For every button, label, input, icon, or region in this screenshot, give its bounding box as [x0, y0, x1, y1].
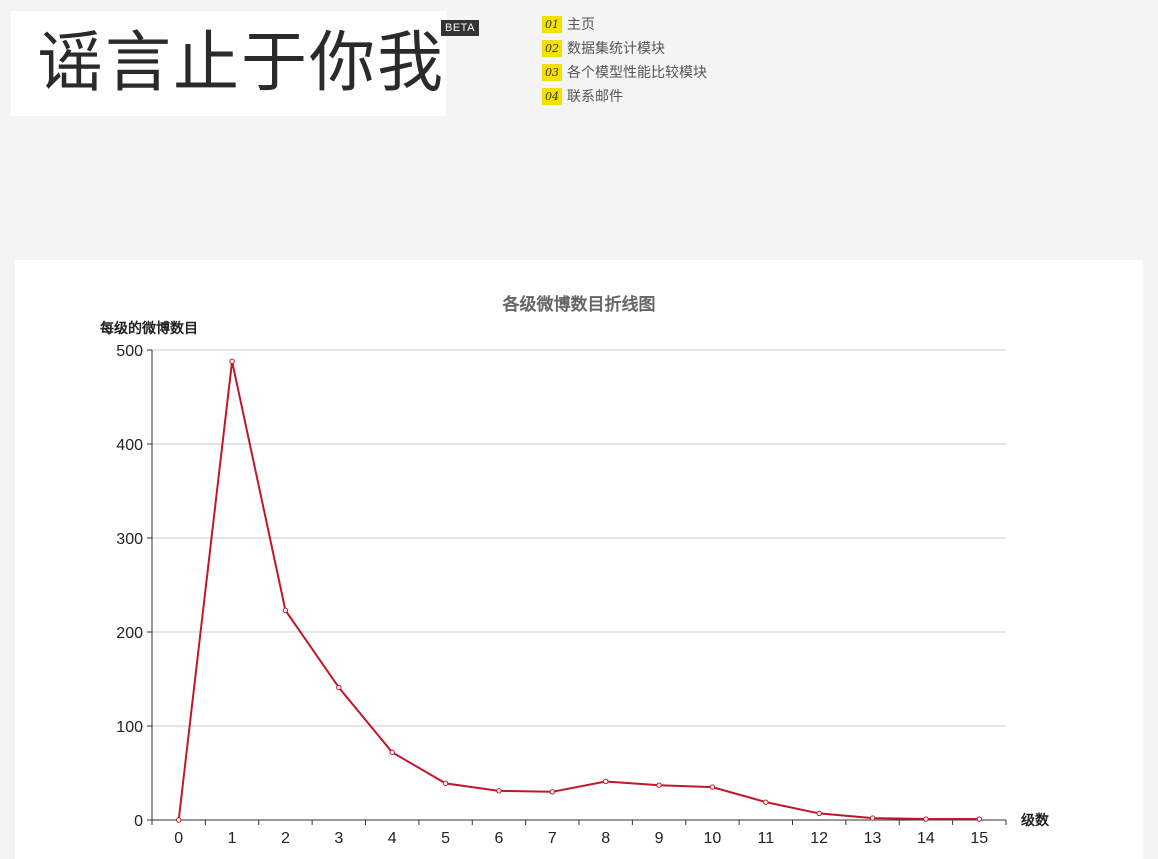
nav-item-model-comparison[interactable]: 03 各个模型性能比较模块: [542, 60, 707, 84]
y-tick-label: 0: [134, 813, 143, 830]
x-tick-label: 10: [704, 830, 722, 847]
data-point: [869, 815, 876, 821]
nav-number: 04: [542, 87, 562, 105]
y-tick-label: 500: [116, 343, 143, 360]
nav-number: 03: [542, 63, 562, 81]
data-point: [709, 784, 716, 790]
x-tick-label: 2: [281, 830, 290, 847]
y-tick-label: 200: [116, 625, 143, 642]
series-line: [177, 360, 980, 821]
logo-text: 谣言止于你我: [37, 24, 445, 101]
x-tick-label: 7: [548, 830, 557, 847]
main-nav: 01 主页 02 数据集统计模块 03 各个模型性能比较模块 04 联系邮件: [542, 12, 707, 108]
nav-number: 01: [542, 15, 562, 33]
x-axis-label: 级数: [1021, 812, 1050, 828]
x-tick-label: 15: [970, 830, 988, 847]
y-axis-label: 每级的微博数目: [100, 320, 198, 336]
grid-lines: [152, 349, 1006, 727]
nav-number: 02: [542, 39, 562, 57]
data-point: [976, 816, 983, 822]
series: [175, 358, 983, 823]
data-point: [656, 782, 662, 788]
data-point: [175, 817, 182, 823]
data-point: [229, 358, 235, 364]
x-tick-label: 8: [601, 830, 610, 847]
data-point: [442, 780, 449, 787]
y-tick-label: 400: [116, 437, 143, 454]
x-tick-label: 5: [441, 830, 450, 847]
data-point: [602, 778, 609, 785]
data-point: [336, 684, 342, 691]
chart-title: 各级微博数目折线图: [502, 294, 656, 314]
y-tick-label: 100: [116, 719, 143, 736]
nav-item-dataset-stats[interactable]: 02 数据集统计模块: [542, 36, 707, 60]
data-point: [923, 816, 929, 822]
data-point: [549, 789, 556, 795]
data-point: [763, 799, 769, 805]
x-tick-label: 4: [388, 830, 397, 847]
nav-item-contact-email[interactable]: 04 联系邮件: [542, 84, 707, 108]
x-tick-label: 13: [864, 830, 882, 847]
x-tick-label: 14: [917, 830, 935, 847]
chart-panel: 各级微博数目折线图 每级的微博数目 级数 0 100 200 300 400 500 0 1 2…: [15, 260, 1143, 859]
y-tick-label: 300: [116, 531, 143, 548]
nav-label: 联系邮件: [567, 88, 623, 104]
x-tick-label: 11: [758, 830, 775, 847]
nav-label: 主页: [567, 16, 595, 32]
data-point: [282, 607, 289, 614]
nav-label: 数据集统计模块: [567, 40, 665, 56]
data-point: [389, 749, 395, 756]
x-tick-label: 0: [174, 830, 183, 847]
x-tick-label: 9: [655, 830, 664, 847]
x-tick-label: 12: [810, 830, 828, 847]
x-tick-label: 6: [494, 830, 503, 847]
nav-label: 各个模型性能比较模块: [567, 64, 707, 80]
beta-badge: BETA: [441, 20, 479, 36]
logo[interactable]: 谣言止于你我: [11, 11, 446, 116]
x-tick-label: 3: [334, 830, 343, 847]
data-point: [496, 788, 502, 794]
data-point: [816, 810, 822, 817]
nav-item-home[interactable]: 01 主页: [542, 12, 707, 36]
x-tick-label: 1: [228, 830, 237, 847]
